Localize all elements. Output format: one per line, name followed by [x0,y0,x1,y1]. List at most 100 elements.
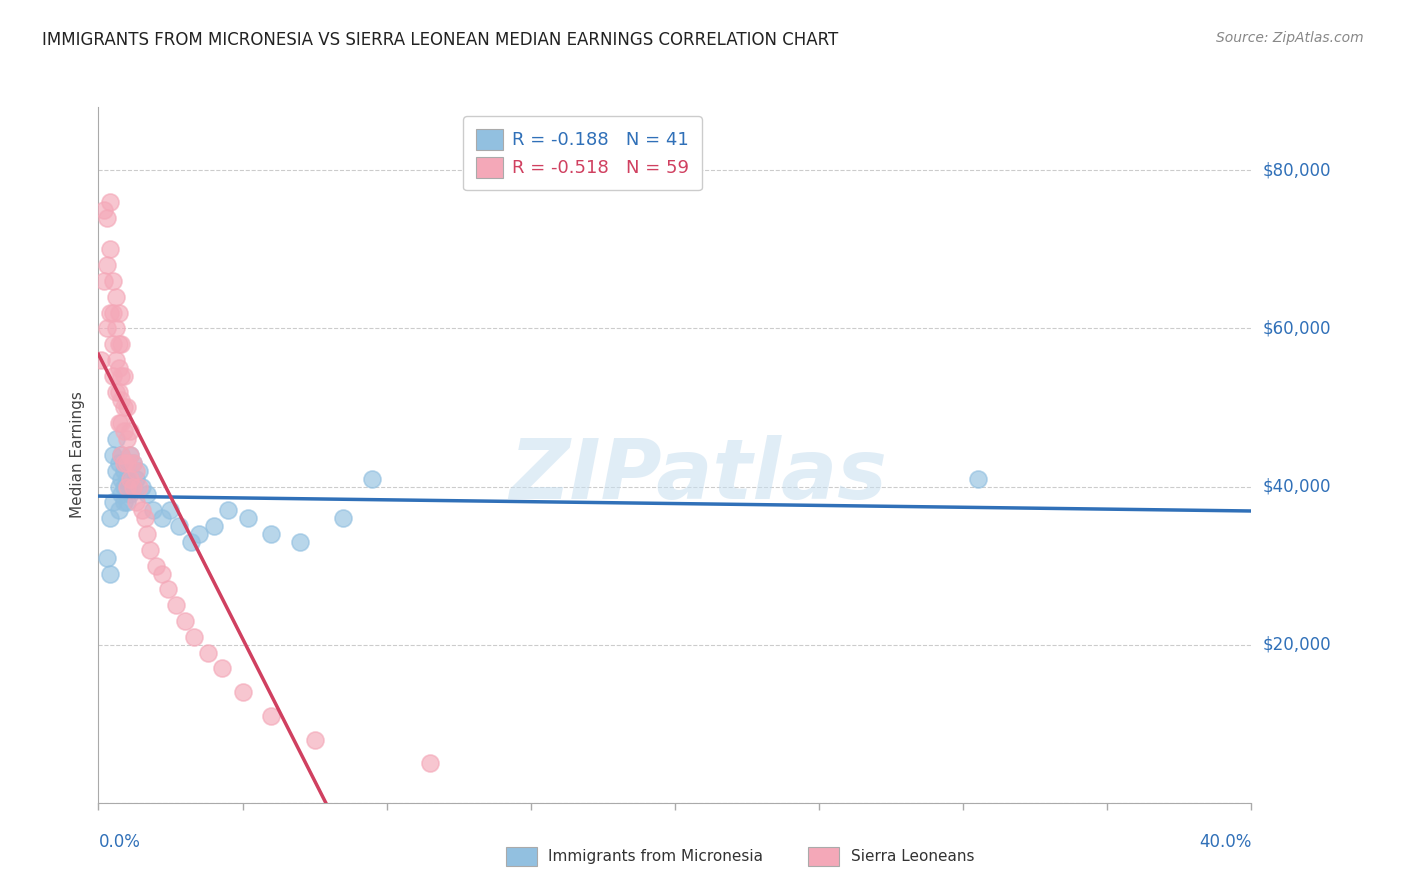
Point [112,401,135,415]
Point [112,456,135,470]
Point [150,566,173,581]
Point [107,456,129,470]
Text: 40.0%: 40.0% [1199,833,1251,851]
Text: $80,000: $80,000 [1263,161,1331,179]
Point [96,211,118,225]
Point [231,685,254,699]
Point [112,495,135,509]
Text: ZIPatlas: ZIPatlas [509,435,887,516]
Point [112,464,135,478]
Text: 0.0%: 0.0% [98,833,141,851]
Point [96,550,118,565]
Point [125,495,148,509]
Point [122,479,145,493]
Point [107,384,129,399]
Point [98,194,121,209]
Point [361,472,384,486]
Point [122,479,145,493]
Point [110,472,132,486]
Text: Sierra Leoneans: Sierra Leoneans [851,849,974,863]
Point [112,368,135,383]
Point [120,487,142,501]
Point [134,511,156,525]
Point [101,368,124,383]
Point [290,535,312,549]
Point [180,535,202,549]
Point [159,503,181,517]
Text: $20,000: $20,000 [1263,636,1331,654]
Point [120,448,142,462]
Point [101,274,124,288]
Point [217,503,239,517]
Point [93,202,115,217]
Point [120,448,142,462]
Point [128,464,150,478]
Point [107,417,129,431]
Point [117,401,138,415]
Point [110,337,132,351]
Point [117,479,138,493]
Point [156,582,179,597]
Point [104,353,127,368]
Point [197,646,219,660]
Text: Immigrants from Micronesia: Immigrants from Micronesia [548,849,763,863]
Point [117,456,138,470]
Point [145,558,167,573]
Point [101,495,124,509]
Point [107,337,129,351]
Point [110,392,132,407]
Point [304,732,326,747]
Point [98,511,121,525]
Point [93,274,115,288]
Point [101,305,124,319]
Point [136,527,159,541]
Point [188,527,211,541]
Point [238,511,260,525]
Point [98,243,121,257]
Point [110,448,132,462]
Point [107,479,129,493]
Legend: R = -0.188   N = 41, R = -0.518   N = 59: R = -0.188 N = 41, R = -0.518 N = 59 [464,116,702,190]
Point [122,456,145,470]
Point [117,472,138,486]
Point [104,384,127,399]
Point [112,424,135,438]
Point [136,487,159,501]
Point [122,456,145,470]
Point [966,472,988,486]
Point [107,361,129,376]
Point [125,472,148,486]
Point [174,614,197,628]
Point [202,519,225,533]
Point [183,630,205,644]
Point [110,487,132,501]
Text: Source: ZipAtlas.com: Source: ZipAtlas.com [1216,31,1364,45]
Point [104,464,127,478]
Point [142,503,165,517]
Point [117,456,138,470]
Point [150,511,173,525]
Point [167,519,190,533]
Point [96,321,118,335]
Point [131,479,153,493]
Point [104,290,127,304]
Point [104,432,127,446]
Text: $60,000: $60,000 [1263,319,1331,337]
Point [139,542,162,557]
Point [211,661,233,675]
Point [117,495,138,509]
Point [165,598,187,612]
Point [110,448,132,462]
Point [101,448,124,462]
Point [104,321,127,335]
Point [107,305,129,319]
Point [98,305,121,319]
Point [110,368,132,383]
Point [107,503,129,517]
Point [110,417,132,431]
Point [96,258,118,272]
Point [90,353,112,368]
Point [260,708,283,723]
Point [101,337,124,351]
Text: IMMIGRANTS FROM MICRONESIA VS SIERRA LEONEAN MEDIAN EARNINGS CORRELATION CHART: IMMIGRANTS FROM MICRONESIA VS SIERRA LEO… [42,31,838,49]
